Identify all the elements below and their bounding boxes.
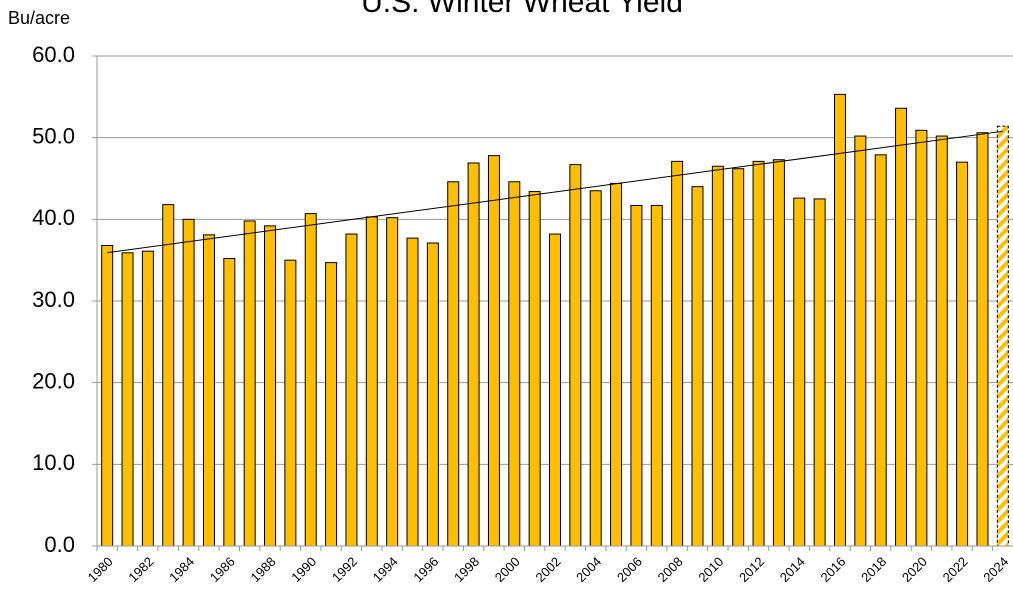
- x-tick-label: 1986: [207, 554, 238, 585]
- x-tick-label: 1992: [329, 554, 360, 585]
- bar: [101, 244, 114, 547]
- bar: [996, 125, 1009, 547]
- bar: [813, 198, 826, 547]
- bar: [854, 135, 867, 547]
- bar: [284, 259, 297, 547]
- x-tick-label: 2004: [573, 554, 604, 585]
- bar: [182, 218, 195, 547]
- x-tick-label: 2014: [777, 554, 808, 585]
- x-tick-label: 2008: [655, 554, 686, 585]
- bar: [752, 160, 765, 547]
- y-tick-label: 30.0: [32, 287, 75, 312]
- bar: [874, 154, 887, 547]
- y-axis-label: Bu/acre: [8, 8, 70, 28]
- bar: [833, 93, 846, 547]
- x-tick-label: 2016: [817, 554, 848, 585]
- bar: [325, 262, 338, 547]
- x-tick-label: 2024: [980, 554, 1011, 585]
- bar: [569, 164, 582, 547]
- bar: [691, 186, 704, 547]
- x-tick-label: 1982: [125, 554, 156, 585]
- x-tick-label: 2002: [532, 554, 563, 585]
- chart-title: U.S. Winter Wheat Yield: [361, 0, 683, 19]
- x-tick-label: 2010: [695, 554, 726, 585]
- bar: [508, 181, 521, 547]
- bar: [223, 258, 236, 547]
- bar: [976, 132, 989, 547]
- x-tick-label: 1988: [248, 554, 279, 585]
- bar: [895, 107, 908, 547]
- x-tick-label: 1990: [288, 554, 319, 585]
- y-tick-label: 60.0: [32, 42, 75, 67]
- bar: [732, 168, 745, 547]
- bar: [589, 190, 602, 547]
- x-tick-label: 2018: [858, 554, 889, 585]
- bar: [610, 182, 623, 547]
- bar: [141, 250, 154, 547]
- bar: [243, 220, 256, 547]
- bar: [304, 213, 317, 547]
- y-tick-label: 40.0: [32, 205, 75, 230]
- bar: [487, 155, 500, 547]
- bar: [406, 237, 419, 547]
- bar: [671, 160, 684, 547]
- bar: [528, 191, 541, 547]
- x-tick-label: 1994: [370, 554, 401, 585]
- bar: [447, 181, 460, 547]
- x-tick-label: 2022: [940, 554, 971, 585]
- trend-line: [107, 130, 1003, 254]
- x-tick-label: 1996: [410, 554, 441, 585]
- y-tick-label: 50.0: [32, 123, 75, 148]
- y-tick-label: 0.0: [44, 532, 75, 557]
- bar: [793, 197, 806, 547]
- bar: [202, 234, 215, 547]
- bar: [345, 233, 358, 547]
- bar: [365, 216, 378, 547]
- bar: [426, 242, 439, 547]
- bar: [956, 161, 969, 547]
- bar: [630, 204, 643, 547]
- y-tick-label: 20.0: [32, 368, 75, 393]
- bar: [650, 204, 663, 547]
- bar: [549, 233, 561, 547]
- bar: [772, 159, 785, 547]
- y-tick-label: 10.0: [32, 450, 75, 475]
- x-tick-label: 2012: [736, 554, 767, 585]
- bar: [935, 135, 948, 547]
- bar: [386, 217, 399, 547]
- x-tick-label: 1980: [85, 554, 116, 585]
- bar: [711, 165, 724, 547]
- bar: [121, 252, 134, 547]
- x-tick-label: 2020: [899, 554, 930, 585]
- x-tick-label: 2006: [614, 554, 645, 585]
- x-tick-label: 2000: [492, 554, 523, 585]
- x-tick-label: 1998: [451, 554, 482, 585]
- bar: [162, 204, 175, 547]
- bar: [915, 129, 928, 547]
- bar: [264, 225, 277, 547]
- bar: [467, 162, 480, 547]
- x-tick-label: 1984: [166, 554, 197, 585]
